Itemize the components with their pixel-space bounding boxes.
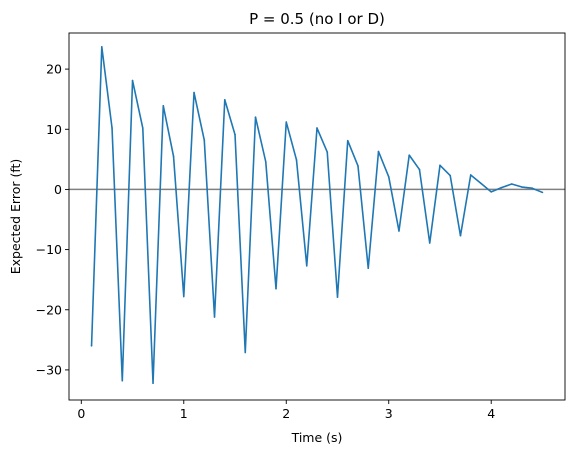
x-axis-ticks: 0 1 2 3 4	[77, 400, 495, 421]
x-axis-label: Time (s)	[291, 430, 343, 445]
data-point	[398, 230, 400, 232]
y-tick-label: −20	[36, 302, 62, 317]
data-point	[316, 127, 318, 129]
data-point	[275, 287, 277, 290]
data-point	[141, 127, 144, 129]
data-point	[408, 154, 411, 156]
data-point	[111, 127, 113, 129]
data-point	[490, 191, 493, 193]
data-point	[357, 165, 359, 167]
data-point	[346, 139, 349, 142]
plot-area-frame	[68, 32, 566, 401]
data-point	[264, 160, 267, 163]
data-point	[469, 174, 472, 176]
y-tick-label: 0	[54, 182, 62, 197]
data-point	[305, 265, 308, 267]
data-points	[90, 46, 544, 384]
data-point	[100, 46, 103, 48]
chart-title: P = 0.5 (no I or D)	[249, 10, 385, 28]
data-point	[131, 79, 134, 82]
data-point	[510, 183, 513, 185]
data-point	[326, 151, 329, 153]
data-point	[223, 98, 226, 101]
y-tick-label: −30	[36, 362, 62, 377]
data-point	[449, 174, 452, 177]
data-point	[418, 168, 421, 171]
data-point	[244, 351, 247, 354]
x-tick-label: 4	[487, 406, 495, 421]
data-point	[172, 155, 175, 158]
data-point	[480, 182, 482, 185]
data-point	[162, 104, 165, 107]
x-tick-label: 0	[77, 406, 85, 421]
x-tick-label: 2	[282, 406, 290, 421]
data-point	[521, 186, 523, 188]
y-tick-label: 20	[46, 62, 62, 77]
data-point	[90, 345, 93, 347]
data-point	[439, 164, 441, 167]
y-axis-ticks: −30 −20 −10 0 10 20	[36, 62, 69, 377]
data-point	[295, 159, 298, 161]
x-tick-label: 3	[385, 406, 393, 421]
data-point	[234, 133, 236, 136]
data-point	[428, 242, 431, 244]
data-point	[367, 267, 370, 270]
data-point	[121, 379, 124, 382]
data-point	[541, 191, 544, 194]
y-axis-label: Expected Error (ft)	[8, 159, 23, 275]
data-point	[459, 234, 462, 237]
data-point	[387, 175, 390, 178]
data-point	[203, 139, 206, 141]
y-tick-label: −10	[36, 242, 62, 257]
data-point	[254, 116, 257, 119]
data-point	[336, 296, 339, 298]
data-point	[213, 316, 216, 318]
data-point	[152, 382, 154, 384]
x-tick-label: 1	[180, 406, 188, 421]
data-point	[377, 150, 380, 153]
series-line	[90, 46, 543, 384]
data-point	[285, 121, 288, 123]
data-point	[531, 187, 534, 190]
y-tick-label: 10	[46, 122, 62, 137]
data-point	[182, 295, 185, 298]
data-point	[193, 91, 195, 94]
data-point	[500, 186, 503, 189]
